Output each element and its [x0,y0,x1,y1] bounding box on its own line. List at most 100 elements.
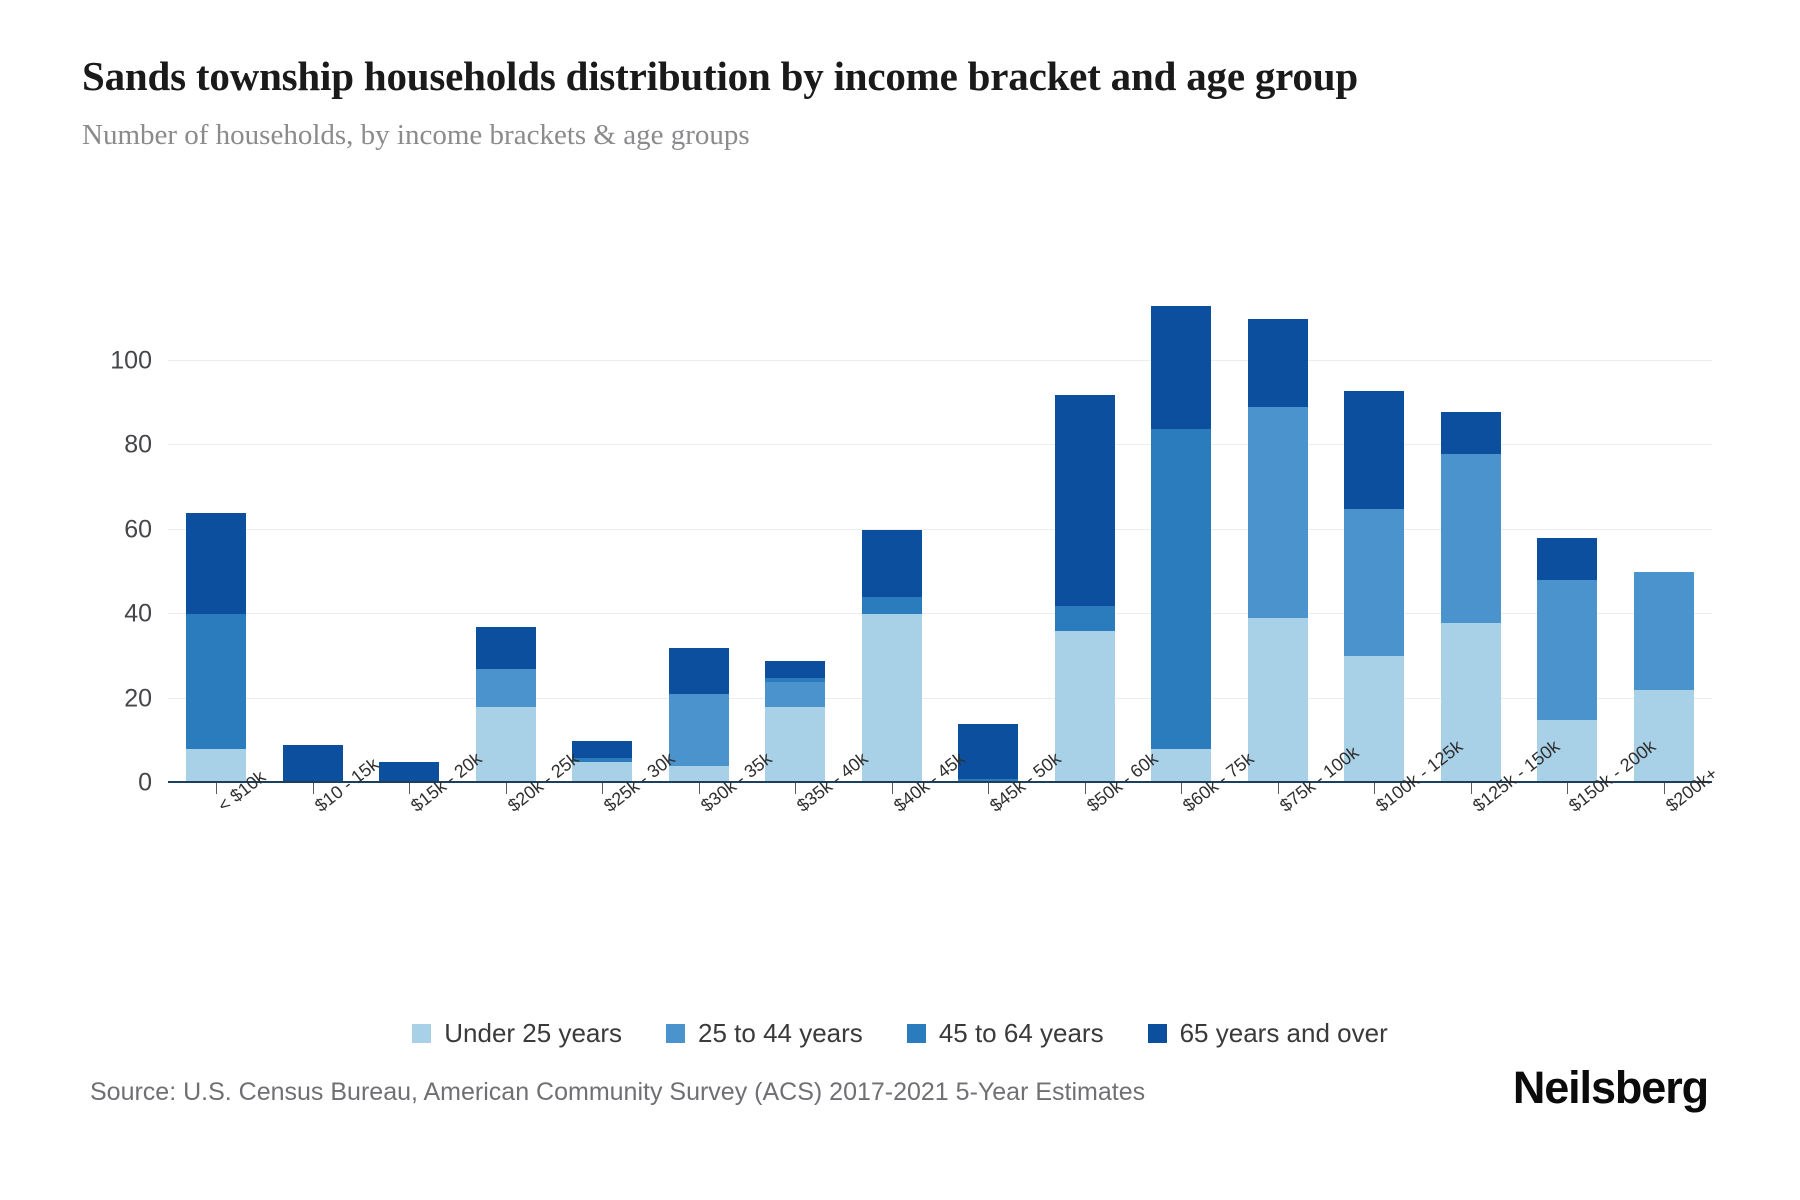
bar-segment[interactable] [668,694,729,767]
legend-item[interactable]: 65 years and over [1147,1018,1388,1049]
x-tick-mark [1567,783,1569,794]
bar-segment[interactable] [1247,318,1308,408]
bar-segment[interactable] [475,626,536,670]
bar-segment[interactable] [861,597,922,615]
bar-segment[interactable] [958,778,1019,783]
bar-segment[interactable] [958,723,1019,779]
bar-segment[interactable] [186,614,247,750]
bar-segment[interactable] [668,647,729,695]
bar-segment[interactable] [1344,390,1405,509]
bar-stack [1537,538,1598,783]
bar-segment[interactable] [1633,690,1694,783]
bar-segment[interactable] [1344,656,1405,783]
bar-group[interactable] [958,285,1019,783]
bar-stack [1151,306,1212,783]
bar-segment[interactable] [861,614,922,783]
bar-segment[interactable] [379,761,440,783]
x-tick-mark [1084,783,1086,794]
bar-segment[interactable] [475,669,536,708]
bar-segment[interactable] [572,757,633,762]
bar-segment[interactable] [765,660,826,678]
y-tick-label: 40 [124,599,152,628]
bar-segment[interactable] [1151,306,1212,429]
bar-segment[interactable] [572,761,633,783]
bar-segment[interactable] [1247,407,1308,619]
bar-segment[interactable] [282,745,343,783]
bar-stack [282,745,343,783]
bar-group[interactable] [1440,285,1501,783]
legend-item[interactable]: Under 25 years [412,1018,622,1049]
bar-segment[interactable] [1151,749,1212,783]
y-tick-label: 80 [124,430,152,459]
bar-group[interactable] [668,285,729,783]
bar-segment[interactable] [765,707,826,783]
bar-segment[interactable] [475,707,536,783]
bar-segment[interactable] [1440,622,1501,783]
y-axis-labels: 0 20 40 60 80 100 [60,285,152,796]
x-tick-mark [1470,783,1472,794]
brand-logo: Neilsberg [1512,1062,1709,1113]
bar-stack [1054,394,1115,783]
bar-segment[interactable] [1344,508,1405,657]
y-tick-label: 20 [124,684,152,713]
bar-segment[interactable] [1151,428,1212,750]
bar-stack [572,740,633,783]
bar-segment[interactable] [1054,394,1115,606]
chart-legend: Under 25 years 25 to 44 years 45 to 64 yea… [0,1018,1800,1049]
bar-group[interactable] [1633,285,1694,783]
bar-group[interactable] [1151,285,1212,783]
bar-stack [958,723,1019,783]
bar-segment[interactable] [765,681,826,708]
legend-swatch-icon [906,1024,926,1043]
legend-swatch-icon [412,1024,432,1043]
bar-segment[interactable] [186,749,247,783]
bar-group[interactable] [186,285,247,783]
bar-group[interactable] [572,285,633,783]
bar-segment[interactable] [765,677,826,682]
legend-label: 45 to 64 years [938,1018,1104,1048]
legend-item[interactable]: 45 to 64 years [906,1018,1104,1049]
gridline [168,444,1712,446]
bar-group[interactable] [282,285,343,783]
bar-segment[interactable] [1440,411,1501,454]
x-tick-mark [698,783,700,794]
bar-group[interactable] [1247,285,1308,783]
bar-segment[interactable] [1537,538,1598,581]
legend-item[interactable]: 25 to 44 years [666,1018,863,1049]
bar-stack [475,626,536,783]
bar-segment[interactable] [1537,580,1598,720]
y-tick-label: 0 [138,768,152,797]
bar-stack [1344,390,1405,783]
bar-segment[interactable] [1537,719,1598,783]
legend-label: 25 to 44 years [698,1018,863,1048]
bar-segment[interactable] [1440,453,1501,623]
x-tick-mark [312,783,314,794]
bar-group[interactable] [861,285,922,783]
x-axis-line [168,781,1712,783]
bar-segment[interactable] [1247,618,1308,783]
plot-area [168,285,1712,783]
bar-group[interactable] [1344,285,1405,783]
bar-group[interactable] [379,285,440,783]
x-tick-mark [505,783,507,794]
y-tick-label: 60 [124,515,152,544]
bar-segment[interactable] [668,766,729,783]
bar-segment[interactable] [1054,605,1115,632]
x-tick-mark [1374,783,1376,794]
bar-segment[interactable] [572,740,633,758]
bar-segment[interactable] [186,512,247,615]
bar-series-group [168,285,1712,783]
bar-segment[interactable] [1633,572,1694,691]
x-tick-mark [1663,783,1665,794]
gridline [168,528,1712,530]
bar-group[interactable] [765,285,826,783]
bar-group[interactable] [1537,285,1598,783]
chart-header: Sands township households distribution b… [82,52,1702,152]
gridline [168,359,1712,361]
bar-segment[interactable] [1054,631,1115,783]
gridline [168,697,1712,699]
bar-segment[interactable] [861,529,922,598]
bar-group[interactable] [1054,285,1115,783]
bar-group[interactable] [475,285,536,783]
bar-stack [186,512,247,783]
